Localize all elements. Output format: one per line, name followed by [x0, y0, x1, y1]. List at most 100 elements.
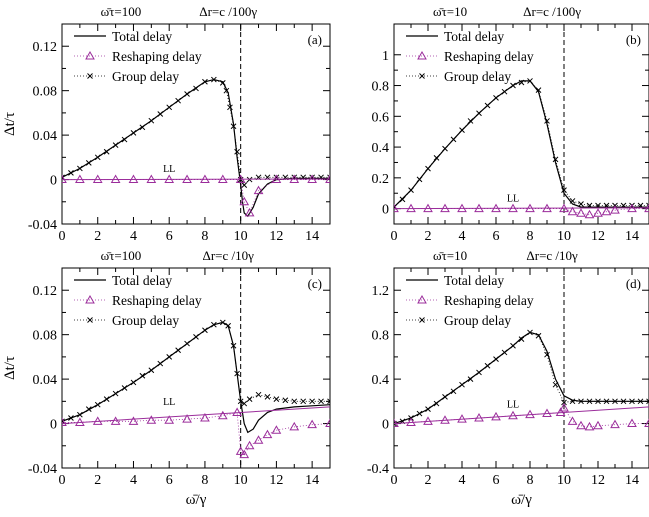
group-delay-point — [637, 202, 644, 209]
group-delay-point — [510, 82, 516, 89]
group-delay-line — [394, 80, 649, 208]
reshaping-delay-point — [217, 410, 228, 420]
reshaping-delay-point — [253, 185, 264, 195]
x-tick-label: 10 — [557, 473, 571, 488]
group-delay-point — [130, 130, 137, 136]
group-delay-point — [518, 79, 525, 86]
legend-group-label: Group delay — [444, 69, 511, 84]
group-delay-point — [184, 340, 190, 347]
group-delay-point — [130, 379, 137, 386]
group-delay-point — [237, 398, 244, 405]
header-delta-r: Δr=c /100γ — [523, 4, 581, 19]
legend-cross-icon — [419, 317, 425, 323]
group-delay-point — [442, 145, 448, 152]
group-delay-point — [552, 156, 559, 163]
group-delay-point — [476, 110, 482, 117]
group-delay-point — [148, 367, 155, 374]
y-tick-label: 1.2 — [372, 284, 390, 299]
header-omega-tau: ω̄τ=10 — [433, 248, 467, 263]
y-tick-label: 0.2 — [372, 172, 390, 187]
group-delay-point — [408, 187, 414, 194]
reshaping-delay-line — [62, 179, 330, 214]
ll-label: LL — [163, 397, 175, 408]
group-delay-point — [225, 322, 232, 329]
reshaping-delay-point — [576, 420, 586, 430]
legend-triangle-icon — [417, 50, 427, 60]
group-delay-point — [595, 202, 601, 209]
group-delay-point — [578, 201, 584, 207]
reshaping-delay-point — [307, 419, 317, 429]
legend-reshaping-label: Reshaping delay — [112, 49, 202, 64]
y-axis-label: Δt/τ — [2, 112, 18, 136]
x-tick-label: 8 — [527, 229, 534, 244]
legend: Total delay Reshaping delay Group delay — [406, 273, 534, 328]
reshaping-delay-point — [593, 208, 603, 217]
group-delay-point — [637, 398, 644, 405]
x-tick-label: 0 — [391, 229, 398, 244]
group-delay-point — [282, 397, 289, 404]
panel-label: (d) — [626, 276, 641, 291]
ll-line — [62, 178, 330, 181]
group-delay-point — [234, 370, 240, 377]
group-delay-point — [230, 123, 237, 130]
group-delay-point — [241, 400, 248, 407]
header-delta-r: Δr=c /10γ — [202, 248, 254, 263]
total-delay-line — [394, 331, 649, 425]
plot-area — [394, 329, 649, 431]
y-tick-label: 0 — [382, 203, 389, 218]
group-delay-point — [166, 354, 173, 360]
header-omega-tau: ω̄τ=100 — [101, 4, 142, 19]
legend: Total delay Reshaping delay Group delay — [74, 29, 202, 84]
ll-label: LL — [163, 164, 175, 175]
group-delay-point — [219, 319, 226, 326]
x-tick-label: 4 — [130, 473, 137, 488]
panel-label: (a) — [308, 32, 322, 47]
group-delay-point — [586, 398, 593, 405]
x-tick-label: 12 — [591, 229, 605, 244]
group-delay-point — [211, 76, 217, 83]
group-delay-point — [425, 406, 431, 412]
group-delay-point — [552, 381, 559, 388]
group-delay-point — [535, 87, 542, 94]
legend-group-label: Group delay — [444, 313, 511, 328]
group-delay-point — [211, 321, 217, 328]
group-delay-point — [586, 202, 593, 209]
legend-total-label: Total delay — [444, 273, 504, 288]
plot-frame — [61, 267, 331, 469]
group-delay-point — [121, 385, 128, 391]
y-tick-label: 0 — [50, 174, 57, 189]
group-delay-point — [77, 411, 83, 418]
group-delay-point — [94, 401, 101, 408]
plot-area — [62, 76, 330, 218]
panel-b: 0 2 4 6 8 10 12 14 0 0.2 0.4 0.6 0.8 1 ω̄τ=10 Δr=c /100… — [372, 4, 649, 244]
reshaping-delay-point — [610, 205, 620, 214]
group-delay-point — [467, 118, 474, 124]
group-delay-point — [309, 398, 315, 405]
reshaping-delay-point — [610, 419, 620, 429]
group-delay-point — [94, 154, 101, 161]
x-tick-label: 6 — [493, 473, 500, 488]
group-delay-point — [433, 154, 440, 161]
group-delay-point — [450, 136, 457, 143]
reshaping-delay-point — [559, 402, 569, 412]
panel-label: (b) — [626, 32, 641, 47]
x-tick-label: 6 — [166, 229, 173, 244]
x-tick-label: 14 — [625, 229, 639, 244]
group-delay-point — [184, 91, 190, 97]
legend-total-label: Total delay — [112, 273, 172, 288]
x-tick-label: 14 — [305, 473, 319, 488]
plot-frame — [393, 23, 649, 225]
group-delay-point — [246, 396, 253, 402]
group-delay-point — [255, 391, 262, 398]
x-axis-label: ω̄/γ — [511, 492, 532, 508]
group-delay-point — [612, 398, 618, 405]
y-tick-label: 0.4 — [372, 373, 390, 388]
legend-reshaping-label: Reshaping delay — [444, 49, 534, 64]
x-tick-label: 2 — [425, 229, 432, 244]
x-tick-label: 10 — [557, 229, 571, 244]
header-delta-r: Δr=c /10γ — [526, 248, 578, 263]
group-delay-point — [121, 136, 128, 143]
x-tick-label: 10 — [234, 473, 248, 488]
group-delay-point — [646, 398, 649, 405]
